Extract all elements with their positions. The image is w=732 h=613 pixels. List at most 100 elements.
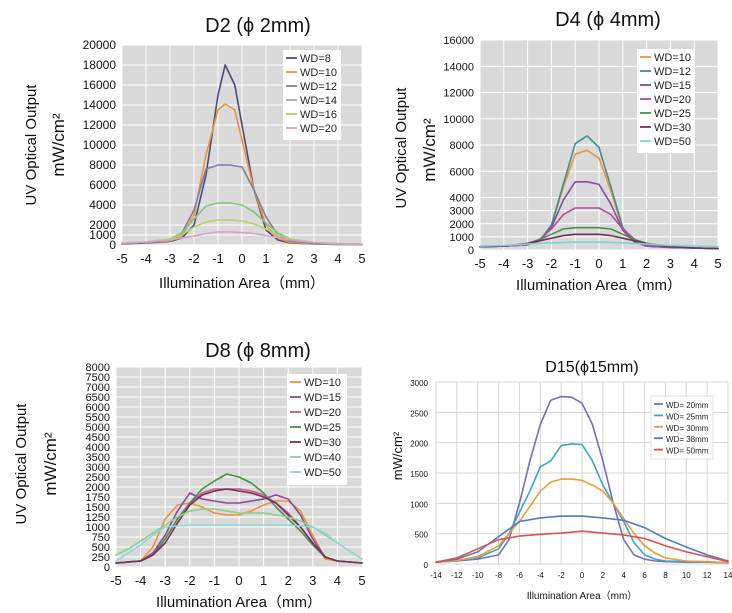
x-tick-label: -10 [472,571,484,580]
x-tick-label: -4 [135,573,147,588]
y-axis-unit-label: mW/cm² [49,113,68,177]
legend-label: WD= 30mm [666,424,709,433]
y-tick-label: 6000 [450,166,474,178]
legend-label: WD=14 [300,95,337,107]
y-tick-label: 1750 [86,492,110,504]
x-tick-label: 6 [642,571,647,580]
series-line-wd-30 [115,488,363,564]
y-tick-label: 4000 [450,193,474,205]
legend-label: WD= 20mm [666,401,709,410]
y-tick-label: 6000 [86,402,110,414]
legend-label: WD=12 [654,66,691,78]
y-tick-label: 3000 [450,206,474,218]
legend-box [283,50,341,140]
y-tick-label: 6000 [89,178,116,192]
x-tick-label: -8 [495,571,503,580]
y-tick-label: 12000 [83,118,117,132]
y-tick-label: 2000 [450,219,474,231]
y-tick-label: 8000 [450,140,474,152]
x-tick-label: -2 [184,573,196,588]
y-tick-label: 5500 [86,412,110,424]
legend: WD=10 WD=15 WD=20 WD=25 WD=30 WD=40 WD=50 [287,374,347,485]
x-tick-label: -2 [558,571,566,580]
x-tick-label: 4 [334,573,341,588]
legend-label: WD=20 [300,123,337,135]
y-tick-label: 4000 [89,198,116,212]
x-tick-label: -1 [212,251,224,266]
legend-label: WD=16 [300,109,337,121]
x-tick-label: 4 [334,251,341,266]
x-tick-label: -6 [516,571,524,580]
legend-label: WD=20 [304,407,341,419]
y-tick-label: 1000 [89,228,116,242]
series-line-wd-15 [115,492,363,564]
series-line-wd-10 [115,500,363,564]
x-tick-label: 10 [682,571,691,580]
x-tick-label: -5 [116,251,128,266]
y-tick-label: 20000 [83,38,117,52]
x-tick-label: 0 [235,573,242,588]
x-tick-label: -3 [522,256,534,271]
y-tick-label: 3500 [86,452,110,464]
x-tick-label: 2 [285,573,292,588]
chart-d4: -5 -4 -3 -2 -1 0 1 2 3 4 5010002000300040006000800… [393,9,722,294]
y-tick-label: 1500 [410,470,428,479]
x-tick-label: 2 [286,251,293,266]
y-tick-label: 0 [109,238,116,252]
x-tick-label: 2 [643,256,650,271]
y-tick-label: 2500 [86,472,110,484]
y-tick-label: 8000 [89,158,116,172]
y-axis-label: UV Optical Output [393,87,410,209]
legend-label: WD=15 [654,80,691,92]
x-axis-label: Illumination Area（mm） [156,594,322,611]
y-tick-label: 10000 [83,138,117,152]
x-tick-label: 3 [310,251,317,266]
y-tick-label: 0 [424,561,429,570]
legend-label: WD=20 [654,94,691,106]
legend-label: WD=10 [304,377,341,389]
y-tick-label: 4500 [86,432,110,444]
y-tick-label: 750 [92,532,110,544]
y-tick-label: 500 [415,531,429,540]
x-tick-label: -12 [451,571,463,580]
y-tick-label: 5000 [86,422,110,434]
x-tick-label: 0 [595,256,602,271]
x-tick-label: -2 [546,256,558,271]
x-tick-label: -14 [430,571,442,580]
series-line-wd-38mm [435,515,729,564]
x-tick-label: -5 [110,573,122,588]
y-tick-label: 12000 [443,88,474,100]
x-tick-label: 1 [260,573,267,588]
series-group [479,135,719,250]
series-line-wd-50 [479,241,719,248]
y-tick-label: 1000 [450,232,474,244]
series-line-wd-50 [115,524,363,562]
y-tick-label: 2000 [89,218,116,232]
legend-label: WD=15 [304,392,341,404]
x-axis-label: Illumination Area（mm） [159,275,325,292]
y-tick-label: 1000 [410,500,428,509]
legend-box [637,49,695,153]
legend: WD=10 WD=12 WD=15 WD=20 WD=25 WD=30 WD=50 [637,49,695,153]
x-tick-label: -3 [164,251,176,266]
y-tick-label: 250 [92,552,110,564]
x-tick-label: 4 [691,256,698,271]
legend-label: WD=25 [304,422,341,434]
chart-title: D15(ϕ15mm) [545,359,638,376]
legend-label: WD=10 [654,52,691,64]
y-tick-label: 16000 [83,78,117,92]
legend-label: WD=40 [304,452,341,464]
y-tick-label: 0 [104,562,110,574]
x-tick-label: 3 [667,256,674,271]
y-tick-label: 6500 [86,392,110,404]
series-line-wd-10 [121,103,363,246]
chart-title: D4 (ϕ 4mm) [555,9,661,31]
chart-title: D8 (ϕ 8mm) [205,340,311,362]
x-axis-label: Illumination Area（mm） [516,277,682,294]
series-line-wd-25 [115,473,363,564]
y-tick-label: 10000 [443,114,474,126]
legend-label: WD= 50mm [666,447,709,456]
x-tick-label: 4 [621,571,626,580]
legend-label: WD=50 [304,467,341,479]
series-group [435,395,729,564]
